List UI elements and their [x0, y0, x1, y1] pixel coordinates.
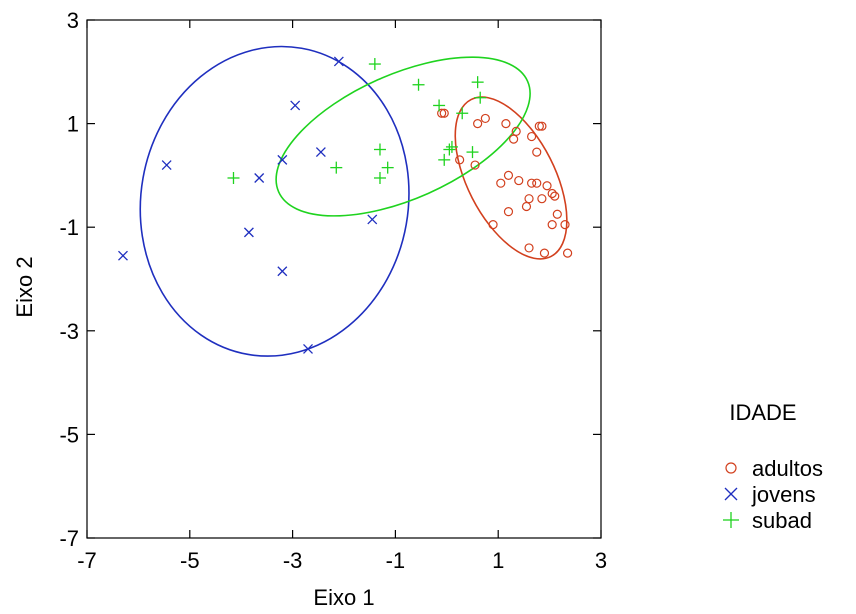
point-adultos: [542, 181, 552, 191]
point-jovens: [277, 154, 288, 165]
ellipse-jovens: [139, 45, 410, 357]
point-adultos: [488, 220, 498, 230]
point-jovens: [118, 250, 128, 261]
point-adultos: [501, 118, 511, 129]
point-jovens: [243, 227, 254, 238]
point-jovens: [290, 100, 301, 111]
x-tick-label: -5: [180, 548, 200, 573]
point-adultos: [470, 160, 480, 170]
y-tick-label: 3: [67, 8, 79, 33]
y-tick-label: -7: [59, 526, 79, 551]
point-adultos: [537, 121, 547, 131]
point-adultos: [496, 178, 506, 188]
y-axis-title: Eixo 2: [12, 256, 37, 317]
ellipse-adultos: [454, 96, 568, 260]
point-subad: [471, 76, 484, 89]
point-adultos: [527, 178, 537, 188]
y-tick-label: 1: [67, 112, 79, 137]
point-subad: [412, 78, 425, 91]
point-adultos: [524, 243, 534, 253]
point-subad: [438, 153, 451, 166]
point-subad: [443, 143, 456, 156]
point-adultos: [532, 147, 542, 157]
point-subad: [433, 99, 446, 112]
x-tick-label: -7: [77, 548, 97, 573]
point-adultos: [539, 248, 550, 258]
point-jovens: [277, 266, 288, 277]
plot-frame: [86, 19, 602, 539]
point-adultos: [437, 108, 447, 118]
legend-label: jovens: [751, 482, 816, 507]
legend-marker-adultos: [725, 462, 737, 474]
x-axis-title: Eixo 1: [313, 585, 374, 610]
point-jovens: [367, 214, 378, 225]
point-subad: [445, 140, 458, 153]
y-tick-label: -1: [59, 215, 79, 240]
point-adultos: [527, 131, 537, 142]
x-tick-label: 3: [595, 548, 607, 573]
point-jovens: [161, 160, 172, 170]
x-tick-label: -1: [386, 548, 406, 573]
point-subad: [466, 146, 479, 159]
point-adultos: [455, 155, 465, 165]
point-adultos: [562, 248, 573, 258]
point-subad: [368, 58, 381, 71]
point-adultos: [521, 201, 532, 212]
legend-label: adultos: [752, 456, 823, 481]
point-adultos: [509, 134, 519, 144]
legend-title: IDADE: [729, 400, 796, 425]
point-adultos: [503, 207, 514, 217]
point-adultos: [552, 209, 562, 219]
point-subad: [381, 161, 394, 174]
point-subad: [330, 161, 343, 174]
point-subad: [227, 171, 240, 184]
x-tick-label: 1: [492, 548, 504, 573]
legend-marker-subad: [723, 512, 739, 528]
point-subad: [373, 171, 386, 184]
point-subad: [373, 143, 386, 156]
point-adultos: [524, 194, 534, 204]
legend-marker-jovens: [724, 487, 738, 501]
y-tick-label: -3: [59, 319, 79, 344]
ellipse-subad: [275, 56, 531, 217]
point-adultos: [547, 220, 557, 230]
point-adultos: [547, 188, 557, 199]
point-adultos: [514, 175, 524, 186]
x-tick-label: -3: [283, 548, 303, 573]
point-adultos: [532, 178, 542, 188]
point-adultos: [537, 194, 547, 204]
point-adultos: [503, 170, 514, 180]
point-jovens: [254, 173, 265, 183]
point-adultos: [439, 108, 449, 118]
point-adultos: [480, 113, 490, 124]
point-jovens: [303, 343, 313, 354]
confidence-ellipses: [139, 45, 568, 357]
point-adultos: [560, 220, 570, 230]
y-tick-label: -5: [59, 422, 79, 447]
point-jovens: [333, 56, 344, 67]
data-points: [118, 56, 573, 354]
point-subad: [474, 91, 487, 104]
legend-label: subad: [752, 508, 812, 533]
point-adultos: [534, 121, 544, 131]
point-adultos: [473, 118, 483, 129]
point-subad: [456, 107, 469, 120]
point-adultos: [550, 191, 560, 201]
point-jovens: [315, 147, 326, 158]
axis-ticks: -7 -5 -3 -1 1 3 3 1 -1 -3 -5 -7: [59, 8, 607, 573]
point-adultos: [511, 126, 521, 136]
